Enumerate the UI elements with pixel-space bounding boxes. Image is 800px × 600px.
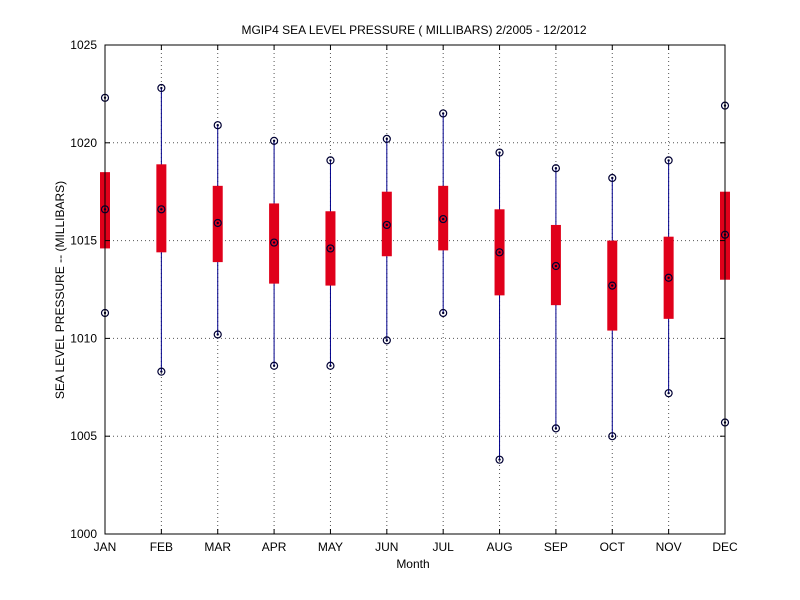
median-marker-dot: [329, 247, 332, 250]
x-tick-label: JUN: [375, 540, 398, 554]
box-aug: [494, 148, 505, 464]
median-marker-dot: [554, 264, 558, 268]
max-marker-dot: [441, 112, 445, 115]
y-tick-label: 1020: [70, 136, 97, 150]
median-marker-dot: [667, 276, 670, 279]
min-marker-dot: [554, 427, 558, 430]
median-marker-dot: [160, 208, 163, 211]
median-marker: [439, 214, 448, 224]
median-marker-dot: [216, 221, 219, 225]
x-tick-label: MAY: [318, 540, 343, 554]
median-marker: [382, 220, 391, 230]
min-marker: [213, 330, 222, 339]
y-tick-label: 1010: [70, 331, 97, 345]
max-marker: [213, 121, 222, 130]
median-marker: [213, 218, 222, 228]
box-oct: [607, 173, 618, 441]
min-marker-dot: [385, 339, 389, 342]
min-marker: [495, 455, 504, 464]
x-axis-ticks: JAN FEB MAR APR MAY JUN JUL AUG SEP OCT NOV DEC: [94, 45, 738, 554]
grid-lines: [105, 45, 725, 534]
max-marker: [495, 148, 504, 157]
max-marker-dot: [216, 123, 219, 127]
y-tick-label: 1000: [70, 527, 97, 541]
x-tick-label: OCT: [600, 540, 626, 554]
max-marker-dot: [667, 159, 670, 162]
max-marker-dot: [498, 151, 501, 154]
box-feb: [156, 83, 167, 376]
box-jul: [438, 109, 449, 318]
x-tick-label: NOV: [656, 540, 682, 554]
median-marker: [326, 244, 335, 253]
x-axis-label: Month: [396, 557, 429, 571]
max-marker: [608, 173, 617, 183]
max-marker-dot: [611, 176, 614, 180]
median-marker-dot: [498, 251, 501, 254]
chart-title: MGIP4 SEA LEVEL PRESSURE ( MILLIBARS) 2/…: [241, 23, 586, 37]
x-tick-label: APR: [262, 540, 287, 554]
y-tick-label: 1015: [70, 234, 97, 248]
y-tick-label: 1005: [70, 429, 97, 443]
min-marker: [157, 367, 166, 376]
median-marker: [269, 238, 279, 247]
max-marker: [664, 156, 673, 165]
min-marker: [664, 389, 673, 398]
max-marker-dot: [385, 137, 389, 141]
box-mar: [212, 121, 223, 339]
min-marker-dot: [160, 370, 163, 373]
min-marker: [551, 424, 561, 433]
min-marker-dot: [667, 391, 670, 395]
y-axis-label: SEA LEVEL PRESSURE -- (MILLIBARS): [53, 181, 67, 399]
min-marker-dot: [441, 311, 445, 315]
box-nov: [663, 156, 674, 398]
max-marker-dot: [160, 86, 163, 90]
median-marker-dot: [441, 217, 445, 221]
box-may: [325, 156, 336, 370]
y-tick-label: 1025: [70, 38, 97, 52]
min-marker: [382, 336, 391, 345]
x-tick-label: MAR: [204, 540, 231, 554]
median-marker: [551, 261, 561, 271]
box-series: [100, 83, 730, 464]
median-marker-dot: [611, 284, 614, 287]
min-marker: [269, 361, 279, 370]
max-marker: [382, 134, 391, 143]
median-marker-dot: [385, 223, 389, 227]
median-marker-dot: [272, 241, 276, 244]
min-marker-dot: [611, 435, 614, 438]
max-marker: [326, 156, 335, 165]
max-marker-dot: [272, 139, 276, 143]
max-marker: [439, 109, 448, 118]
x-tick-label: AUG: [487, 540, 513, 554]
min-marker-dot: [216, 333, 219, 336]
min-marker: [608, 432, 617, 441]
x-tick-label: JUL: [433, 540, 455, 554]
min-marker-dot: [498, 458, 501, 461]
min-marker-dot: [329, 364, 332, 367]
min-marker: [326, 361, 335, 370]
median-marker: [495, 248, 504, 257]
max-marker: [551, 164, 561, 173]
max-marker: [157, 83, 166, 93]
min-marker-dot: [272, 364, 276, 367]
max-marker-dot: [554, 167, 558, 170]
max-marker: [269, 136, 279, 145]
box-apr: [269, 136, 280, 370]
box-jun: [381, 134, 392, 345]
plot-frame: [104, 44, 726, 535]
median-marker: [664, 273, 673, 282]
x-tick-label: FEB: [150, 540, 173, 554]
x-tick-label: DEC: [712, 540, 738, 554]
x-tick-label: JAN: [94, 540, 117, 554]
median-marker: [157, 205, 166, 214]
box-sep: [550, 164, 561, 433]
y-axis-ticks: 1000 1005 1010 1015 1020 1025: [70, 38, 725, 541]
x-tick-label: SEP: [544, 540, 568, 554]
min-marker: [439, 308, 448, 318]
max-marker-dot: [329, 159, 332, 162]
median-marker: [608, 281, 617, 290]
